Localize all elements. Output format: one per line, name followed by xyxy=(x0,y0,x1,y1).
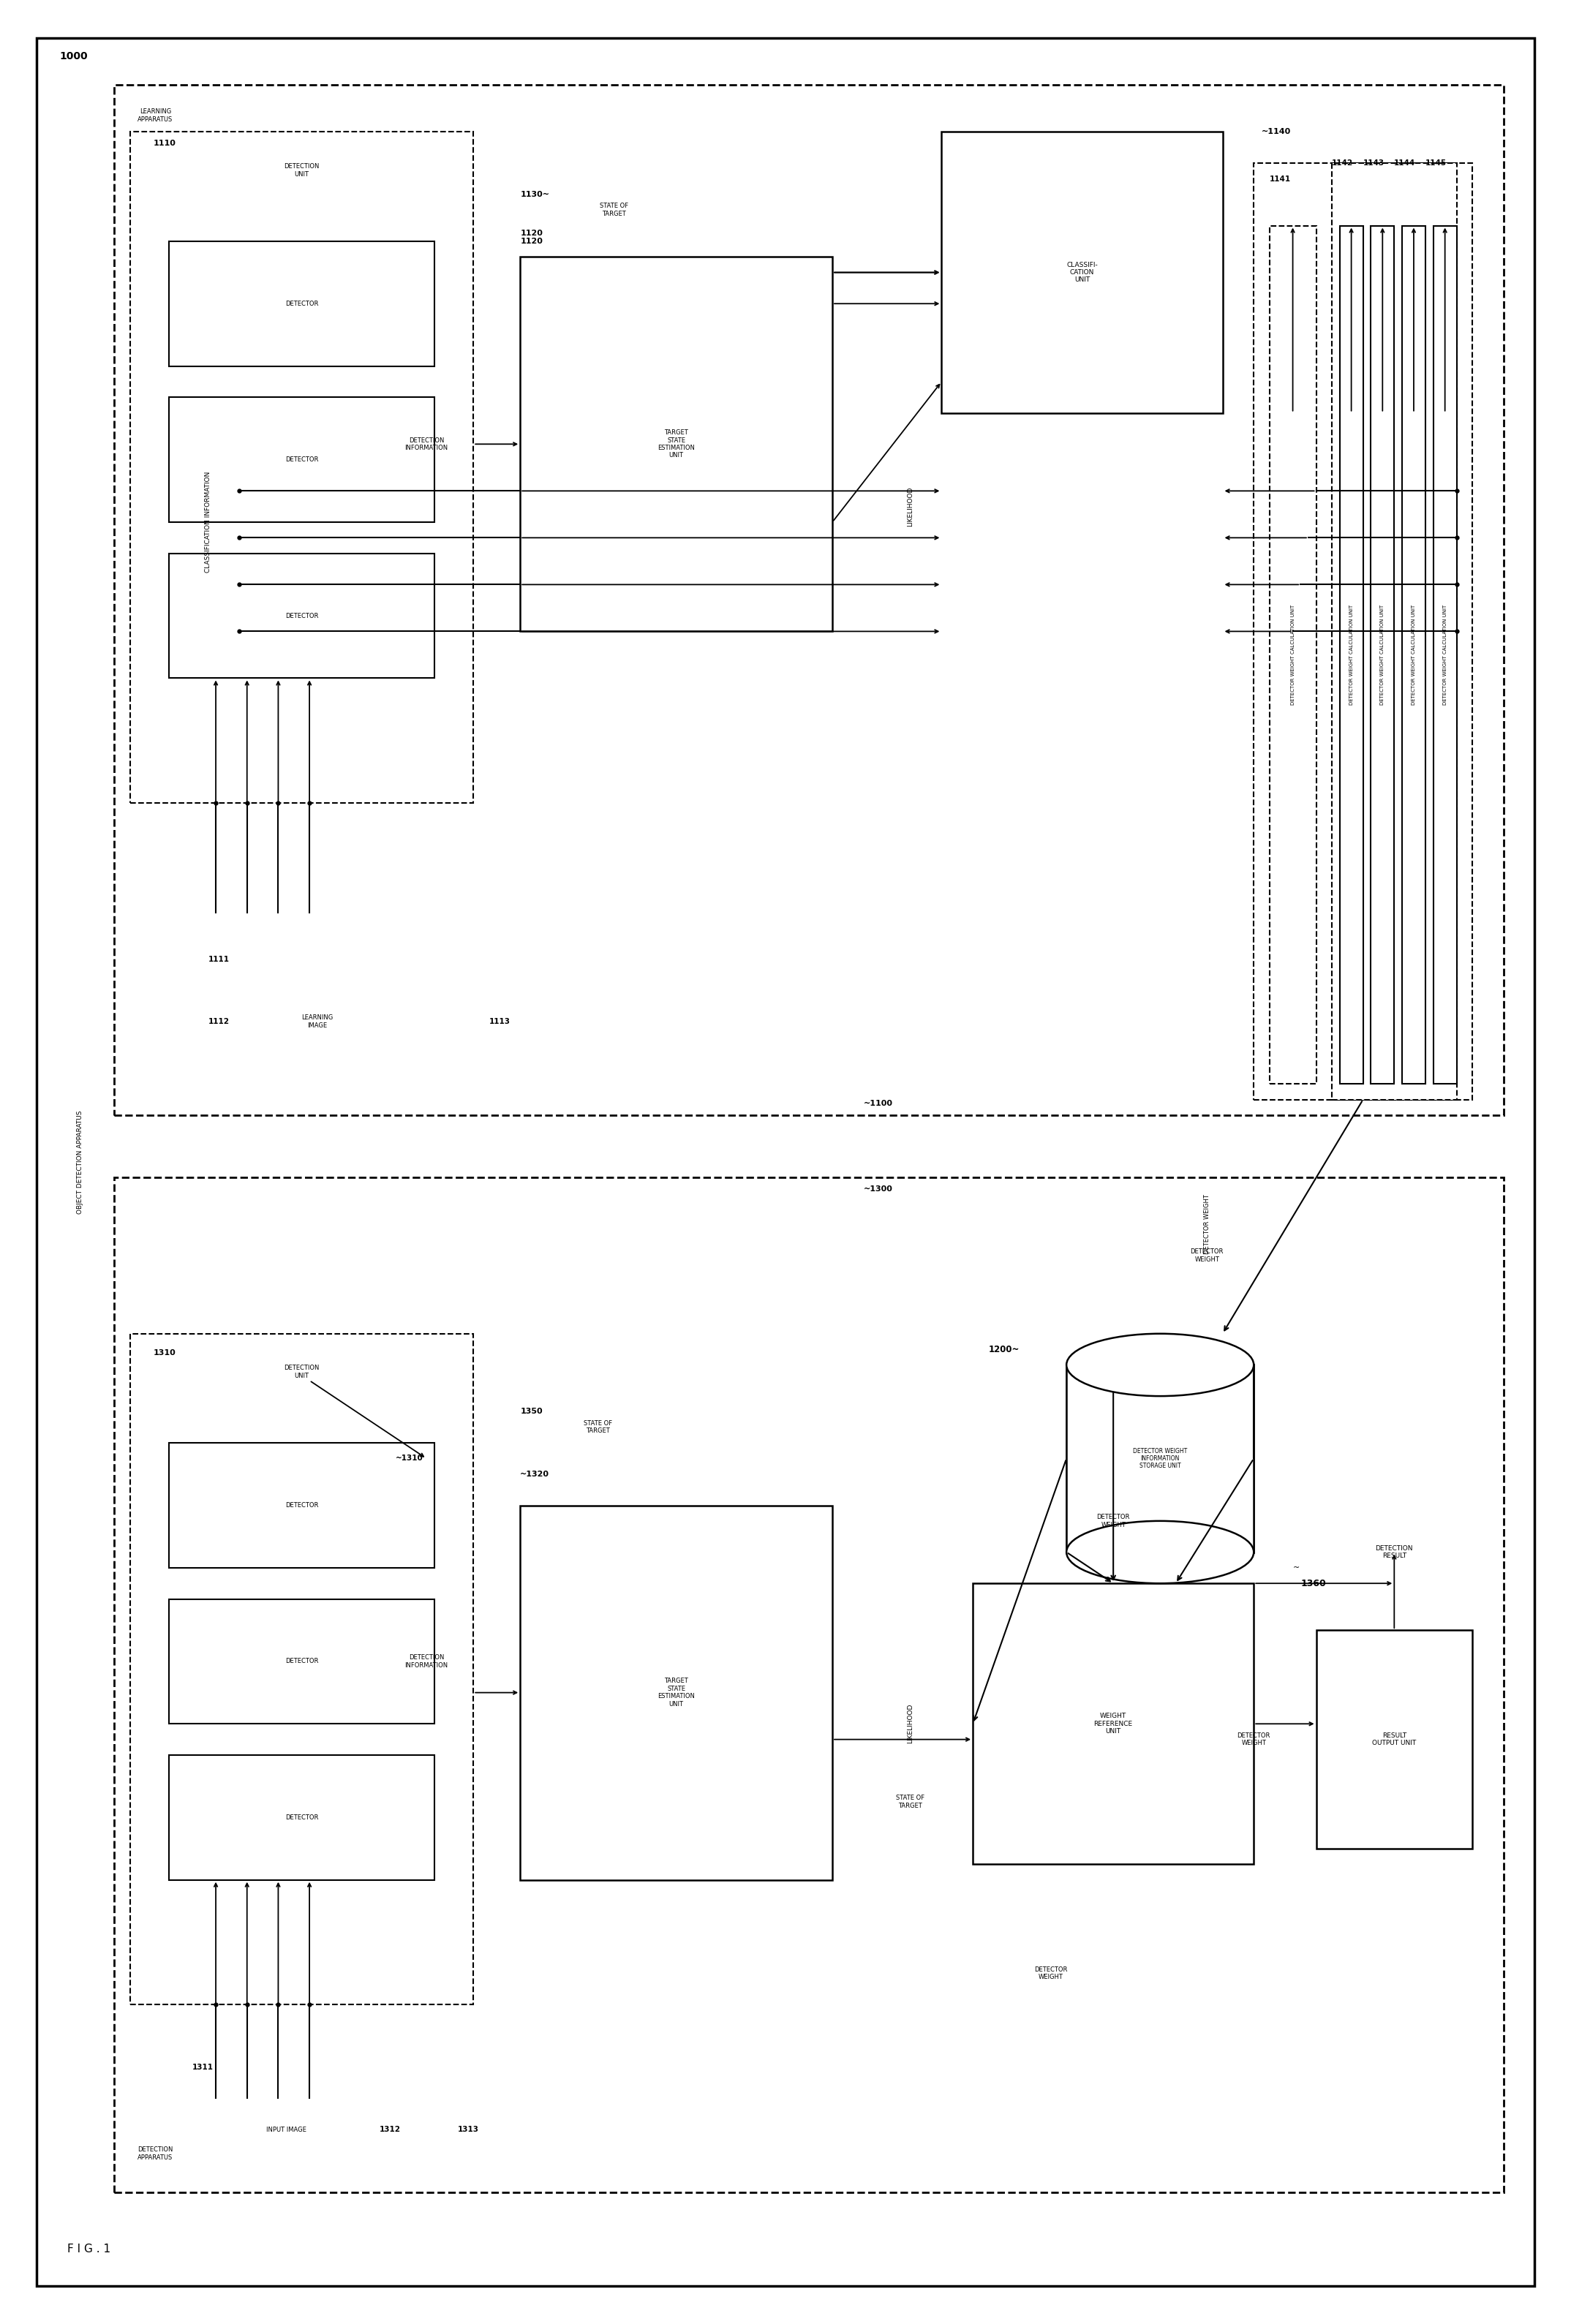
Bar xyxy=(115,86,1503,1116)
Bar xyxy=(1316,1629,1472,1848)
Text: DETECTOR
WEIGHT: DETECTOR WEIGHT xyxy=(1191,1248,1224,1262)
Text: DETECTOR: DETECTOR xyxy=(284,1501,319,1508)
Bar xyxy=(972,1583,1254,1864)
Text: 1110: 1110 xyxy=(154,139,176,146)
Text: F I G . 1: F I G . 1 xyxy=(68,2243,110,2254)
Text: 1000: 1000 xyxy=(60,51,88,63)
Bar xyxy=(1067,1364,1254,1552)
Text: DETECTOR
WEIGHT: DETECTOR WEIGHT xyxy=(1034,1966,1067,1980)
Text: DETECTOR: DETECTOR xyxy=(284,456,319,462)
Text: 1145: 1145 xyxy=(1425,160,1447,167)
Bar xyxy=(1254,163,1472,1099)
Text: 1112: 1112 xyxy=(207,1018,229,1025)
Text: CLASSIFICATION INFORMATION: CLASSIFICATION INFORMATION xyxy=(204,472,211,572)
Text: DETECTOR WEIGHT CALCULATION UNIT: DETECTOR WEIGHT CALCULATION UNIT xyxy=(1412,604,1415,704)
Text: LEARNING
IMAGE: LEARNING IMAGE xyxy=(302,1016,333,1030)
Bar xyxy=(130,1334,473,2006)
Text: ~: ~ xyxy=(1293,1564,1299,1571)
Text: DETECTOR WEIGHT: DETECTOR WEIGHT xyxy=(1203,1195,1210,1255)
Bar xyxy=(170,397,434,523)
Text: 1130~: 1130~ xyxy=(520,191,550,198)
Bar xyxy=(115,1178,1503,2192)
Ellipse shape xyxy=(1067,1520,1254,1583)
Text: DETECTOR WEIGHT CALCULATION UNIT: DETECTOR WEIGHT CALCULATION UNIT xyxy=(1349,604,1354,704)
Text: ~1310: ~1310 xyxy=(396,1455,423,1462)
Text: TARGET
STATE
ESTIMATION
UNIT: TARGET STATE ESTIMATION UNIT xyxy=(658,1678,694,1708)
Bar xyxy=(1371,225,1393,1083)
Text: 1142: 1142 xyxy=(1332,160,1353,167)
Text: DETECTOR
WEIGHT: DETECTOR WEIGHT xyxy=(1097,1513,1130,1529)
Text: ~1320: ~1320 xyxy=(520,1471,550,1478)
Text: DETECTOR WEIGHT CALCULATION UNIT: DETECTOR WEIGHT CALCULATION UNIT xyxy=(1381,604,1384,704)
Bar xyxy=(1340,225,1364,1083)
Text: DETECTOR WEIGHT CALCULATION UNIT: DETECTOR WEIGHT CALCULATION UNIT xyxy=(1442,604,1447,704)
Bar xyxy=(941,132,1222,414)
Text: DETECTION
UNIT: DETECTION UNIT xyxy=(284,1364,319,1378)
Bar xyxy=(130,132,473,804)
Text: RESULT
OUTPUT UNIT: RESULT OUTPUT UNIT xyxy=(1371,1731,1417,1748)
Text: STATE OF
TARGET: STATE OF TARGET xyxy=(895,1794,925,1808)
Bar xyxy=(1401,225,1425,1083)
Bar xyxy=(170,242,434,367)
Text: DETECTOR WEIGHT CALCULATION UNIT: DETECTOR WEIGHT CALCULATION UNIT xyxy=(1291,604,1295,704)
Text: STATE OF
TARGET: STATE OF TARGET xyxy=(584,1420,613,1434)
Text: 1311: 1311 xyxy=(192,2064,214,2071)
Text: 1200~: 1200~ xyxy=(988,1346,1020,1355)
Text: WEIGHT
REFERENCE
UNIT: WEIGHT REFERENCE UNIT xyxy=(1093,1713,1133,1734)
Text: CLASSIFI-
CATION
UNIT: CLASSIFI- CATION UNIT xyxy=(1067,263,1098,284)
Text: INPUT IMAGE: INPUT IMAGE xyxy=(265,2126,306,2133)
Text: DETECTION
INFORMATION: DETECTION INFORMATION xyxy=(405,1655,448,1669)
Text: 1120: 1120 xyxy=(520,230,542,237)
Bar xyxy=(1433,225,1456,1083)
Text: ~1140: ~1140 xyxy=(1262,128,1291,135)
Text: DETECTION
UNIT: DETECTION UNIT xyxy=(284,163,319,177)
Text: 1310: 1310 xyxy=(154,1350,176,1357)
Ellipse shape xyxy=(1067,1334,1254,1397)
Text: 1144: 1144 xyxy=(1393,160,1415,167)
Text: DETECTION
RESULT: DETECTION RESULT xyxy=(1375,1545,1412,1559)
Text: 1113: 1113 xyxy=(489,1018,511,1025)
Bar xyxy=(170,1755,434,1880)
Bar xyxy=(1332,163,1456,1099)
Text: DETECTOR: DETECTOR xyxy=(284,300,319,307)
Text: DETECTION
APPARATUS: DETECTION APPARATUS xyxy=(138,2147,173,2161)
Text: DETECTOR WEIGHT
INFORMATION
STORAGE UNIT: DETECTOR WEIGHT INFORMATION STORAGE UNIT xyxy=(1133,1448,1188,1469)
Text: 1313: 1313 xyxy=(457,2126,479,2133)
Text: TARGET
STATE
ESTIMATION
UNIT: TARGET STATE ESTIMATION UNIT xyxy=(658,430,694,458)
Text: LIKELIHOOD: LIKELIHOOD xyxy=(906,1703,914,1743)
Text: DETECTOR: DETECTOR xyxy=(284,614,319,618)
Text: 1141: 1141 xyxy=(1269,174,1291,184)
Text: 1360: 1360 xyxy=(1301,1578,1326,1587)
Text: ~1100: ~1100 xyxy=(864,1099,892,1106)
Text: LIKELIHOOD: LIKELIHOOD xyxy=(906,486,914,528)
Text: ~1300: ~1300 xyxy=(864,1185,892,1192)
Bar xyxy=(520,1506,833,1880)
Text: DETECTOR: DETECTOR xyxy=(284,1815,319,1820)
Bar xyxy=(520,258,833,632)
Text: DETECTION
INFORMATION: DETECTION INFORMATION xyxy=(405,437,448,451)
Text: 1143: 1143 xyxy=(1364,160,1384,167)
Text: 1350: 1350 xyxy=(520,1408,542,1415)
Text: STATE OF
TARGET: STATE OF TARGET xyxy=(600,202,628,216)
Text: LEARNING
APPARATUS: LEARNING APPARATUS xyxy=(138,109,173,123)
Bar xyxy=(170,553,434,679)
Text: 1120: 1120 xyxy=(520,237,542,244)
Bar xyxy=(170,1599,434,1724)
Text: OBJECT DETECTION APPARATUS: OBJECT DETECTION APPARATUS xyxy=(77,1111,83,1213)
Text: DETECTOR: DETECTOR xyxy=(284,1657,319,1664)
Text: 1312: 1312 xyxy=(380,2126,401,2133)
Bar xyxy=(1269,225,1316,1083)
Bar xyxy=(170,1443,434,1569)
Text: 1111: 1111 xyxy=(207,955,229,962)
Text: DETECTOR
WEIGHT: DETECTOR WEIGHT xyxy=(1236,1731,1271,1748)
